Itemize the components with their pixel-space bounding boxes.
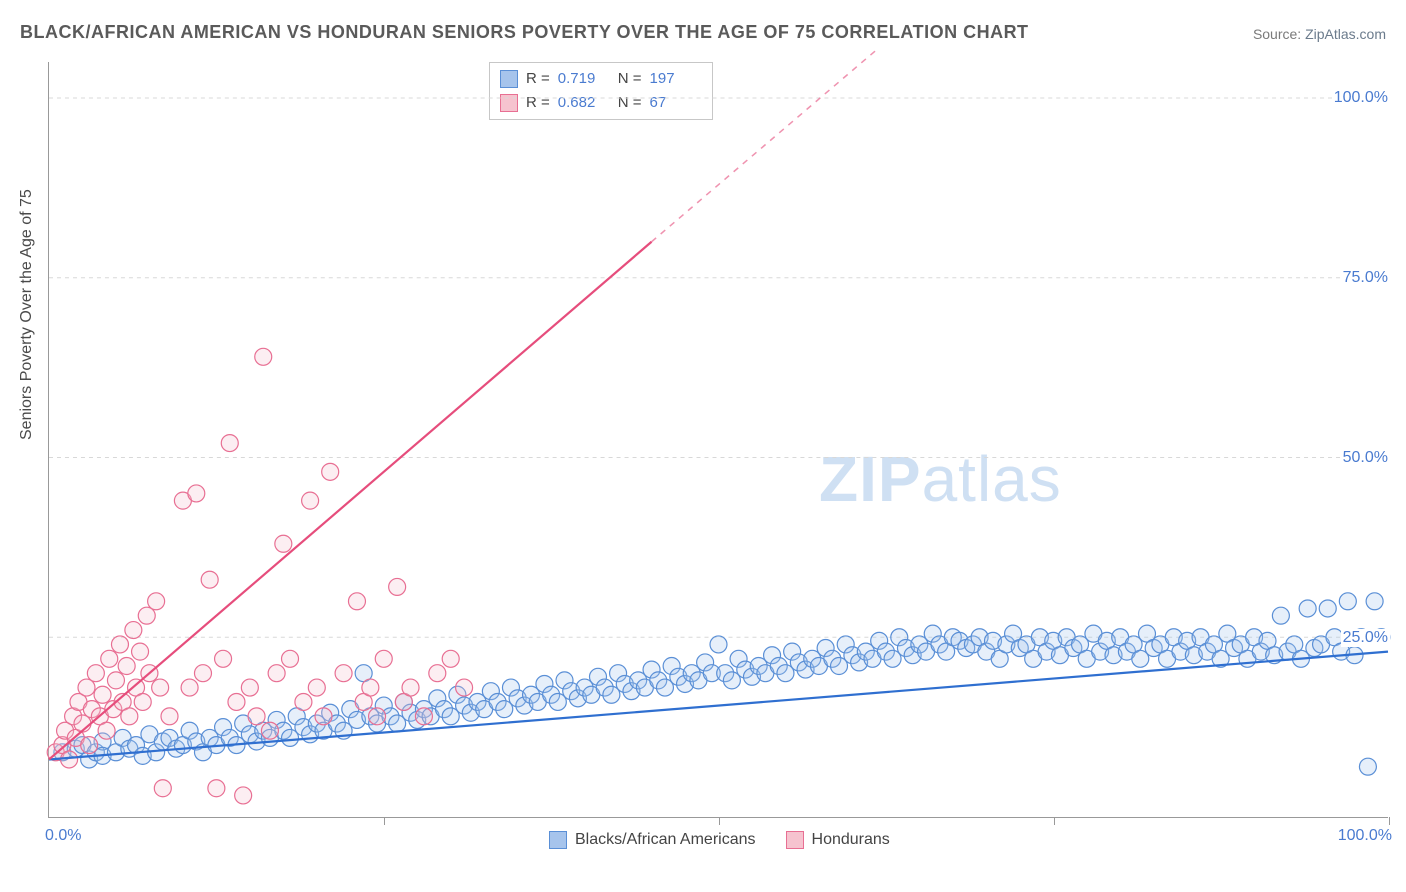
y-tick-label: 100.0% [1332, 89, 1390, 107]
legend-item-blue: Blacks/African Americans [549, 831, 756, 849]
legend-swatch-pink-icon [786, 831, 804, 849]
gridlines [49, 98, 1388, 637]
y-tick-label: 50.0% [1341, 449, 1390, 467]
legend-label-pink: Hondurans [812, 831, 890, 849]
y-axis-label: Seniors Poverty Over the Age of 75 [18, 189, 36, 440]
x-tick-mark [719, 817, 720, 825]
source-label: Source: [1253, 26, 1301, 42]
series-legend: Blacks/African Americans Hondurans [549, 831, 890, 849]
plot-area: ZIPatlas R = 0.719 N = 197 R = 0.682 N =… [48, 62, 1388, 818]
legend-swatch-blue-icon [549, 831, 567, 849]
source-credit: Source: ZipAtlas.com [1253, 26, 1386, 42]
x-tick-0: 0.0% [45, 827, 81, 845]
y-tick-label: 25.0% [1341, 629, 1390, 647]
source-value: ZipAtlas.com [1305, 26, 1386, 42]
x-tick-mark [384, 817, 385, 825]
chart-title: BLACK/AFRICAN AMERICAN VS HONDURAN SENIO… [20, 22, 1029, 43]
y-tick-label: 75.0% [1341, 269, 1390, 287]
scatter-points [47, 348, 1390, 804]
plot-svg [49, 62, 1388, 817]
x-tick-mark [1389, 817, 1390, 825]
legend-item-pink: Hondurans [786, 831, 890, 849]
legend-label-blue: Blacks/African Americans [575, 831, 756, 849]
x-tick-100: 100.0% [1338, 827, 1392, 845]
x-tick-mark [1054, 817, 1055, 825]
